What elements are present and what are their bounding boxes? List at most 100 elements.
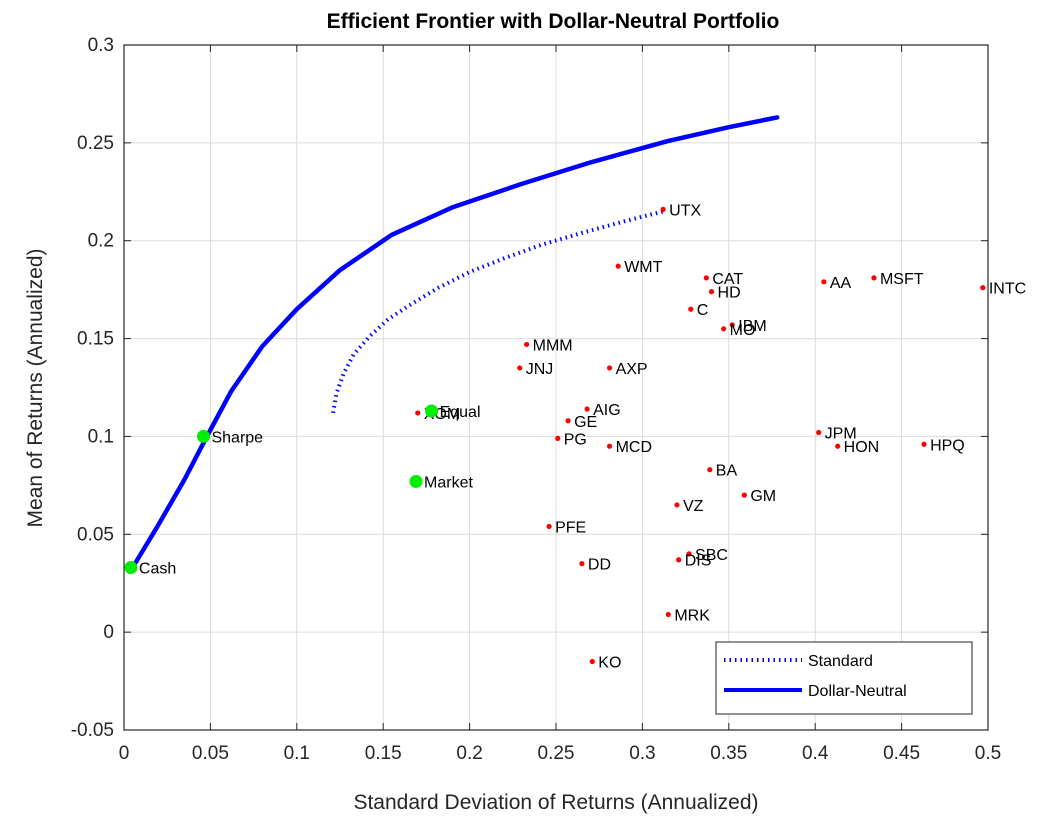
portfolio-point-label: Equal — [440, 404, 481, 421]
asset-point-label: DD — [588, 557, 611, 574]
asset-point-label: AIG — [593, 402, 621, 419]
asset-point — [546, 523, 552, 530]
asset-point-label: JPM — [825, 426, 857, 443]
asset-point-label: UTX — [669, 202, 701, 219]
asset-point — [741, 492, 747, 498]
y-tick-label: 0.15 — [77, 329, 114, 350]
asset-point — [921, 441, 927, 447]
legend-box — [715, 641, 973, 715]
asset-point — [729, 322, 735, 328]
asset-point-label: MO — [730, 322, 756, 339]
asset-point-label: HPQ — [930, 437, 965, 454]
asset-point-label: DIS — [685, 553, 712, 570]
y-axis-label: Mean of Returns (Annualized) — [24, 249, 47, 528]
asset-point-label: GM — [750, 488, 776, 505]
asset-point-label: MSFT — [880, 271, 924, 288]
y-tick-label: 0.3 — [88, 35, 114, 56]
asset-point-label: C — [697, 302, 709, 319]
portfolio-point — [409, 474, 423, 488]
asset-point-label: IBM — [738, 318, 766, 335]
asset-point — [688, 306, 694, 312]
asset-point — [565, 418, 571, 424]
portfolio-point — [425, 404, 439, 418]
x-tick-label: 0.4 — [802, 743, 829, 764]
asset-point — [980, 285, 986, 291]
asset-point — [676, 557, 682, 563]
plot-frame — [123, 44, 989, 731]
asset-point-label: KO — [598, 655, 621, 672]
asset-point — [721, 326, 727, 332]
y-tick-label: 0 — [103, 622, 114, 643]
y-tick-label: -0.05 — [71, 720, 114, 741]
asset-point-label: VZ — [683, 498, 704, 515]
asset-point — [615, 263, 621, 269]
asset-point-label: BA — [716, 463, 738, 480]
frontier-lines — [130, 115, 780, 570]
y-tick-label: 0.25 — [77, 133, 114, 154]
x-tick-label: 0.5 — [975, 743, 1001, 764]
asset-point — [708, 289, 715, 295]
asset-point — [555, 435, 561, 441]
x-tick-label: 0.15 — [365, 743, 402, 764]
asset-point-label: AA — [830, 275, 852, 292]
chart-title: Efficient Frontier with Dollar-Neutral P… — [327, 10, 780, 33]
x-tick-label: 0.45 — [883, 743, 920, 764]
asset-point — [703, 275, 709, 281]
series-dollar-neutral — [130, 115, 780, 570]
y-tick-label: 0.05 — [77, 524, 114, 545]
asset-point-label: HD — [718, 285, 741, 302]
asset-point — [524, 341, 530, 348]
legend-entry: Standard — [808, 653, 873, 670]
legend-entry: Dollar-Neutral — [808, 683, 907, 700]
asset-point — [579, 561, 585, 567]
asset-point-label: SBC — [695, 547, 728, 564]
asset-point — [674, 502, 680, 508]
asset-point — [821, 279, 827, 285]
asset-point — [871, 275, 877, 281]
portfolio-point — [196, 429, 210, 443]
portfolio-point — [124, 561, 138, 575]
portfolio-point-label: Market — [424, 474, 473, 491]
x-tick-label: 0.1 — [284, 743, 310, 764]
x-tick-label: 0 — [119, 743, 130, 764]
asset-point — [517, 365, 523, 371]
portfolio-point-label: Cash — [139, 561, 176, 578]
asset-point — [584, 406, 590, 412]
asset-point-label: AXP — [616, 361, 648, 378]
asset-point — [835, 443, 841, 449]
x-tick-label: 0.3 — [629, 743, 655, 764]
asset-point — [665, 611, 671, 618]
asset-point-label: WMT — [624, 259, 662, 276]
y-axis: -0.05 0 0.05 0.1 0.15 0.2 0.25 0.3 — [71, 35, 988, 741]
portfolio-point-label: Sharpe — [211, 429, 263, 446]
asset-point-label: HON — [844, 439, 880, 456]
asset-point-label: MRK — [674, 608, 710, 625]
asset-point — [415, 410, 421, 416]
asset-point — [686, 551, 692, 557]
x-tick-label: 0.25 — [538, 743, 575, 764]
legend: Standard Dollar-Neutral — [715, 641, 973, 715]
asset-point-label: PG — [564, 431, 587, 448]
asset-point — [606, 365, 613, 371]
asset-point-label: MCD — [616, 439, 652, 456]
asset-point-label: GE — [574, 414, 597, 431]
y-tick-label: 0.2 — [88, 231, 114, 252]
asset-point — [816, 429, 822, 436]
portfolio-points: Cash Sharpe Market Equal — [124, 404, 481, 578]
x-tick-label: 0.05 — [192, 743, 229, 764]
asset-point-label: PFE — [555, 519, 586, 536]
y-tick-label: 0.1 — [88, 426, 114, 447]
x-tick-label: 0.2 — [456, 743, 482, 764]
asset-point — [660, 206, 666, 212]
series-standard — [331, 209, 664, 414]
asset-point-label: MMM — [533, 337, 573, 354]
asset-point — [707, 467, 713, 473]
asset-point-label: CAT — [712, 271, 743, 288]
x-tick-label: 0.35 — [710, 743, 747, 764]
asset-point-label: JNJ — [526, 361, 554, 378]
asset-point — [606, 443, 613, 449]
x-axis-label: Standard Deviation of Returns (Annualize… — [353, 791, 758, 814]
asset-point — [589, 658, 595, 665]
